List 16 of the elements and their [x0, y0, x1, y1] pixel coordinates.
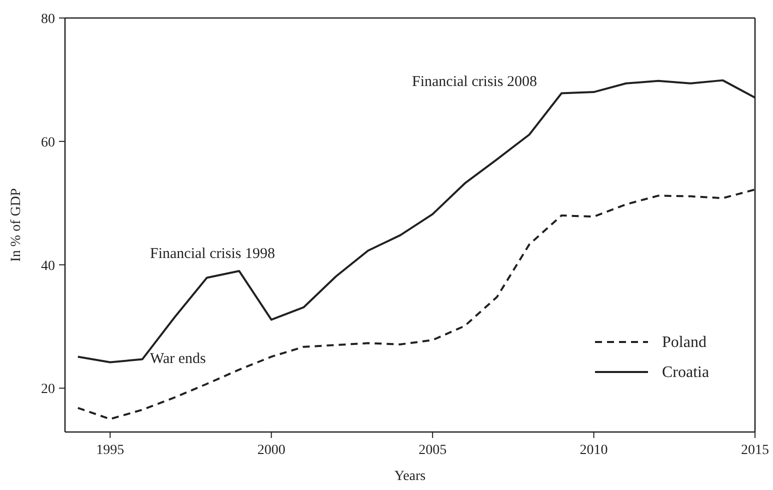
y-tick-label: 60	[41, 135, 55, 150]
x-tick-label: 2000	[257, 443, 286, 458]
x-tick-label: 2015	[741, 443, 769, 458]
legend-label: Croatia	[662, 364, 710, 381]
annotation: Financial crisis 2008	[412, 74, 537, 90]
x-tick-label: 2005	[418, 443, 447, 458]
x-tick-label: 1995	[96, 443, 124, 458]
annotation: War ends	[150, 351, 206, 367]
annotation: Financial crisis 1998	[150, 246, 275, 262]
x-tick-label: 2010	[580, 443, 608, 458]
legend-label: Poland	[662, 334, 706, 351]
y-axis-title: In % of GDP	[9, 188, 24, 262]
x-axis-title: Years	[394, 469, 426, 484]
y-tick-label: 80	[41, 12, 55, 27]
y-tick-label: 20	[41, 382, 55, 398]
y-tick-label: 40	[41, 258, 55, 274]
